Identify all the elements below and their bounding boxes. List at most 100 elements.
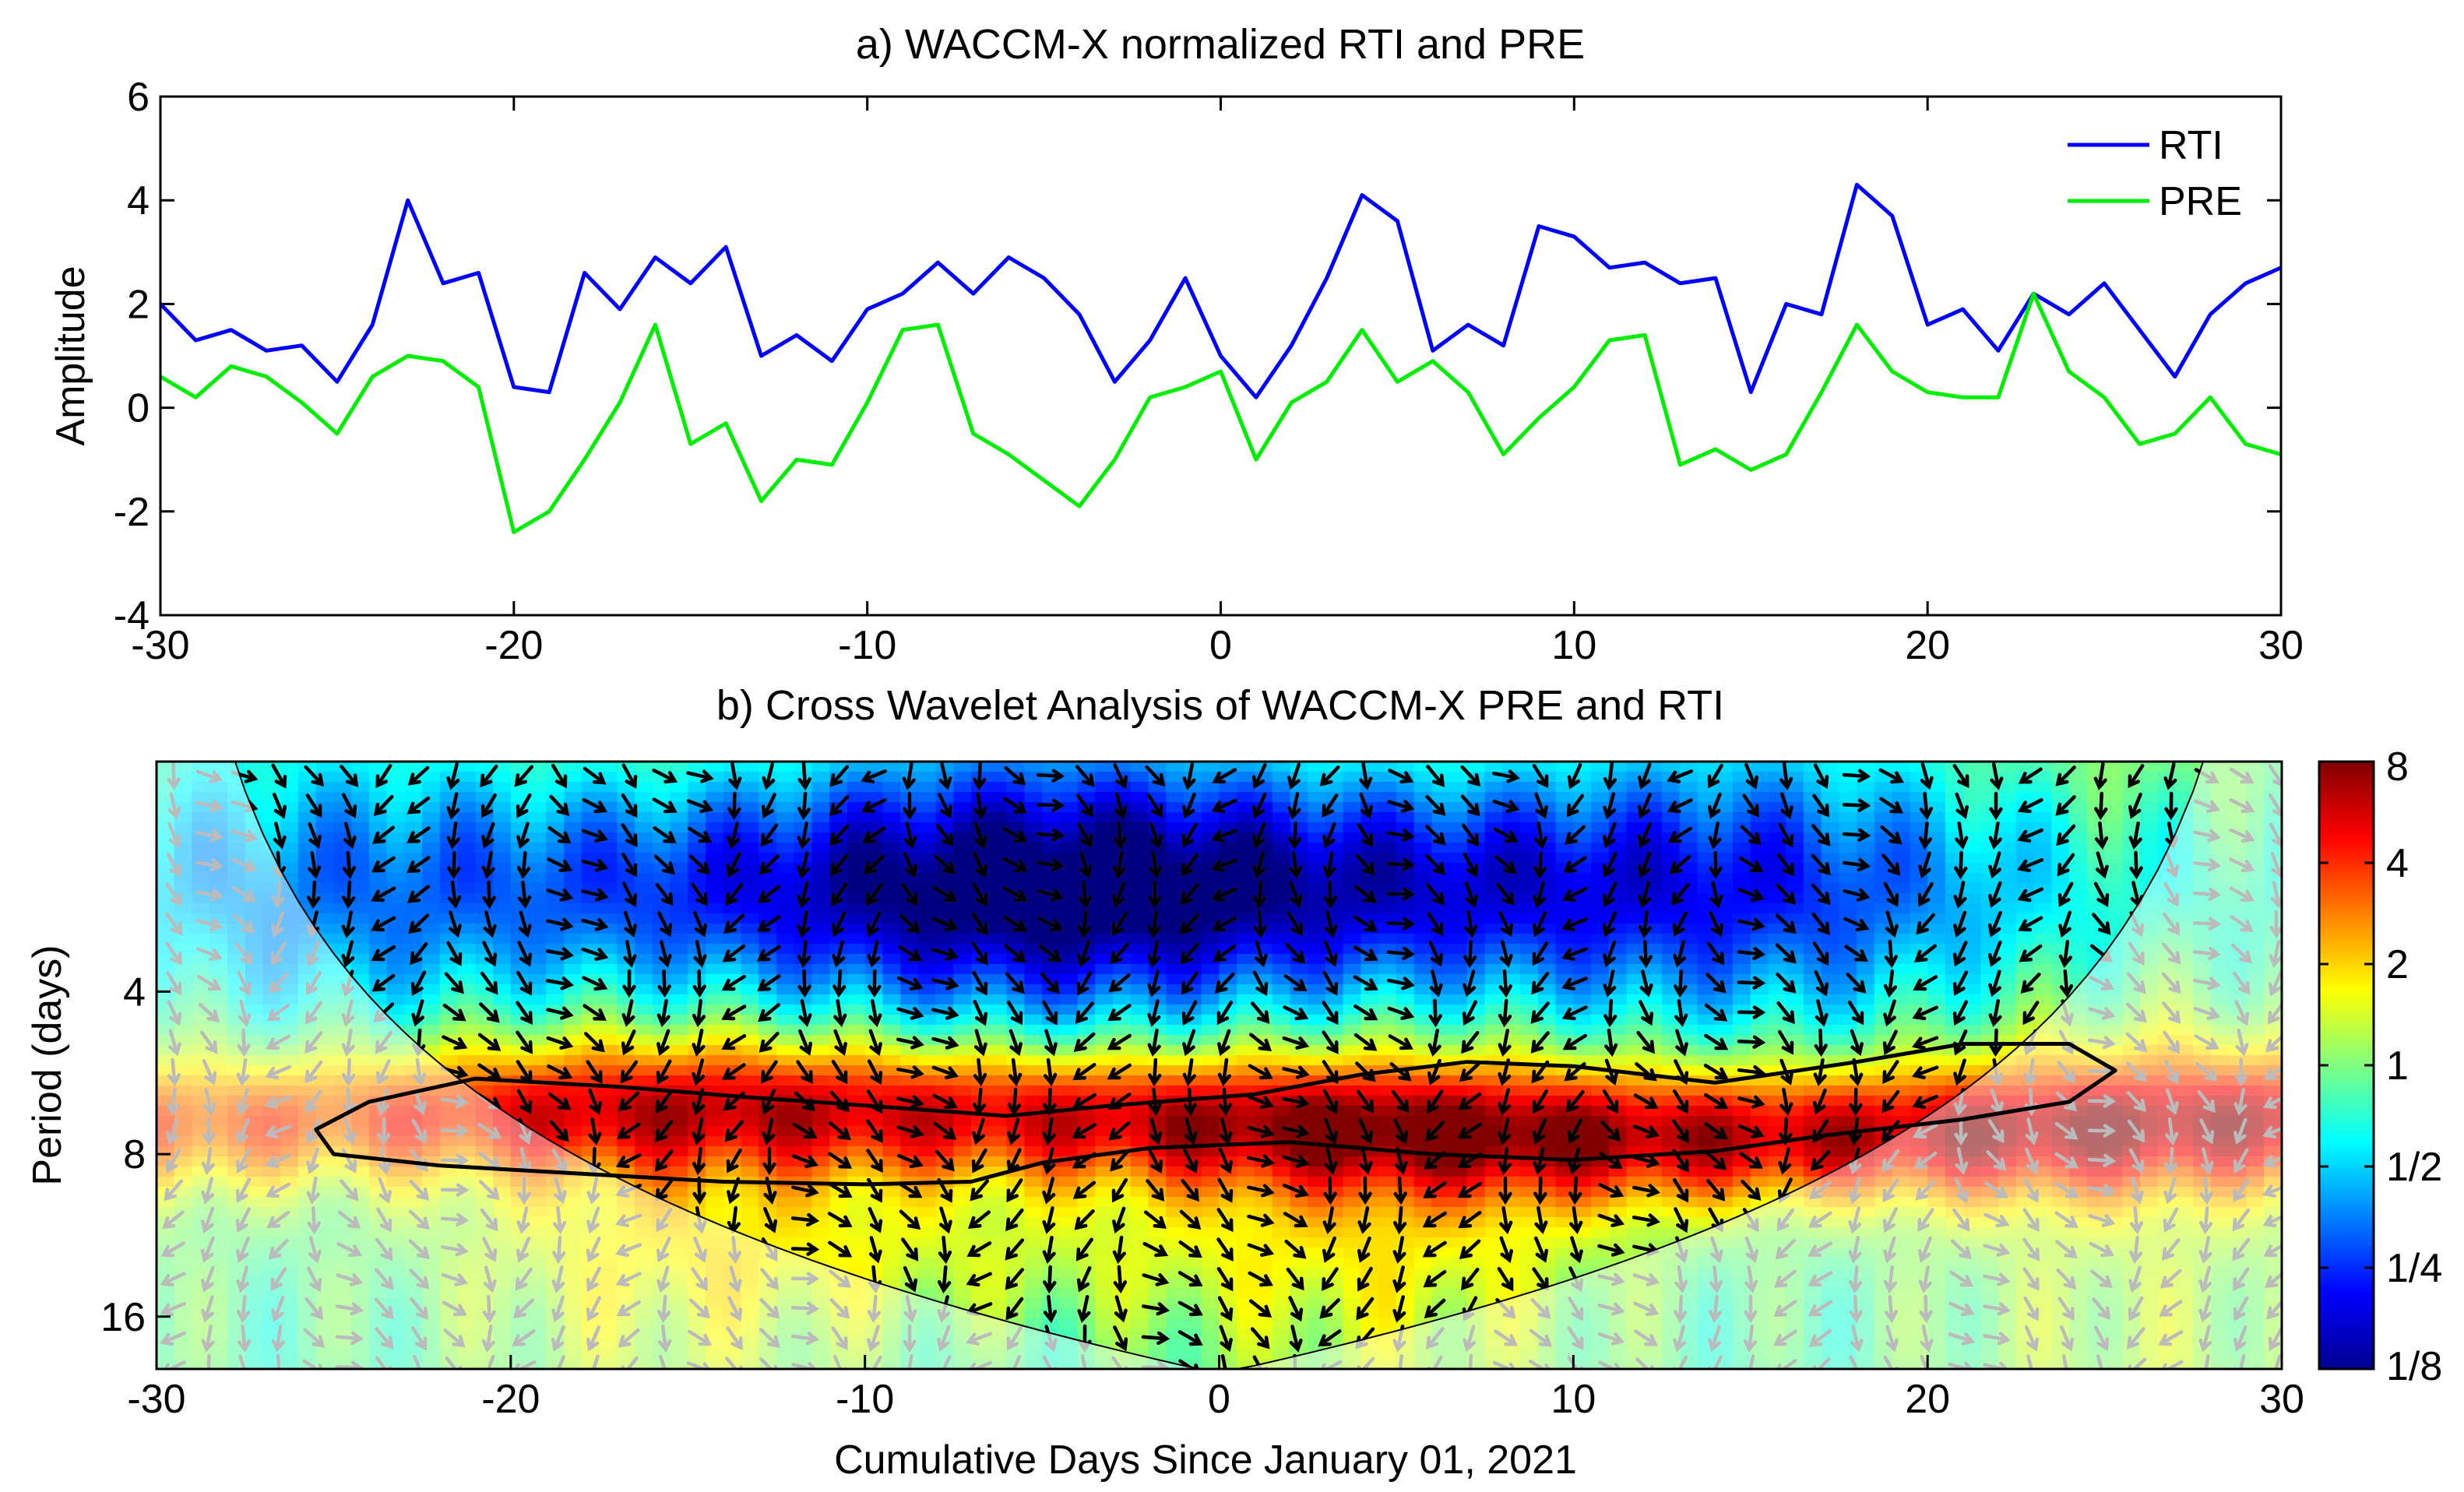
heatmap-cell — [635, 944, 653, 955]
heatmap-cell — [280, 1349, 299, 1360]
heatmap-cell — [1537, 1258, 1557, 1269]
heatmap-cell — [1166, 1247, 1184, 1258]
heatmap-cell — [776, 1227, 795, 1238]
heatmap-cell — [1130, 1217, 1149, 1228]
heatmap-cell — [245, 1156, 264, 1167]
heatmap-cell — [953, 832, 972, 843]
heatmap-cell — [953, 1136, 972, 1147]
heatmap-cell — [1396, 1025, 1415, 1036]
heatmap-cell — [670, 843, 688, 853]
heatmap-cell — [209, 812, 228, 823]
heatmap-cell — [1059, 934, 1079, 945]
heatmap-cell — [617, 1116, 635, 1127]
heatmap-cell — [227, 1086, 246, 1096]
heatmap-cell — [475, 883, 494, 894]
heatmap-cell — [811, 964, 830, 975]
heatmap-cell — [368, 762, 388, 772]
heatmap-cell — [847, 843, 866, 853]
heatmap-cell — [227, 1146, 246, 1157]
heatmap-cell — [776, 1207, 795, 1218]
heatmap-cell — [635, 883, 653, 894]
heatmap-cell — [1591, 853, 1610, 864]
heatmap-cell — [192, 812, 210, 823]
heatmap-cell — [1308, 944, 1326, 955]
heatmap-cell — [953, 1268, 972, 1279]
heatmap-cell — [315, 1207, 335, 1218]
heatmap-cell — [1059, 843, 1079, 853]
heatmap-cell — [1484, 1005, 1504, 1015]
heatmap-cell — [882, 873, 901, 884]
heatmap-cell — [1378, 964, 1397, 975]
heatmap-cell — [1166, 1045, 1184, 1056]
heatmap-cell — [776, 1197, 795, 1208]
legend: RTI PRE — [2068, 123, 2242, 224]
heatmap-cell — [1024, 1035, 1043, 1046]
heatmap-cell — [1555, 903, 1575, 914]
heatmap-cell — [528, 893, 547, 904]
heatmap-cell — [900, 1116, 919, 1127]
heatmap-cell — [386, 812, 406, 823]
heatmap-cell — [315, 984, 335, 995]
heatmap-cell — [706, 1167, 724, 1177]
heatmap-cell — [917, 812, 937, 823]
heatmap-cell — [706, 822, 724, 833]
heatmap-cell — [847, 944, 866, 955]
heatmap-cell — [1413, 944, 1433, 955]
heatmap-cell — [581, 903, 600, 914]
heatmap-cell — [1237, 832, 1255, 843]
heatmap-cell — [1502, 782, 1521, 793]
heatmap-cell — [192, 1207, 210, 1218]
heatmap-cell — [280, 1298, 299, 1309]
heatmap-cell — [1431, 1288, 1450, 1299]
heatmap-cell — [192, 873, 210, 884]
heatmap-cell — [635, 994, 653, 1005]
heatmap-cell — [847, 1237, 866, 1248]
heatmap-cell — [1413, 984, 1433, 995]
heatmap-cell — [209, 964, 228, 975]
heatmap-cell — [333, 873, 352, 884]
heatmap-cell — [741, 1116, 759, 1127]
heatmap-cell — [1484, 994, 1504, 1005]
heatmap-cell — [1431, 1227, 1450, 1238]
heatmap-cell — [1449, 1258, 1468, 1269]
heatmap-cell — [1360, 1288, 1379, 1299]
heatmap-cell — [882, 782, 901, 793]
heatmap-cell — [1484, 782, 1504, 793]
heatmap-cell — [1237, 984, 1255, 995]
heatmap-cell — [1343, 964, 1362, 975]
heatmap-cell — [652, 843, 671, 853]
heatmap-cell — [1308, 1065, 1326, 1076]
heatmap-cell — [1520, 843, 1539, 853]
heatmap-cell — [882, 832, 901, 843]
heatmap-cell — [245, 1035, 264, 1046]
heatmap-cell — [280, 1318, 299, 1329]
heatmap-cell — [900, 1167, 919, 1177]
heatmap-cell — [599, 762, 618, 772]
heatmap-cell — [706, 893, 724, 904]
heatmap-cell — [174, 1096, 193, 1107]
heatmap-cell — [1360, 934, 1379, 945]
heatmap-cell — [1484, 1025, 1504, 1036]
heatmap-cell — [1059, 802, 1079, 813]
heatmap-cell — [1201, 1217, 1220, 1228]
heatmap-cell — [1059, 903, 1079, 914]
heatmap-cell — [1484, 1247, 1504, 1258]
heatmap-cell — [262, 1359, 281, 1369]
heatmap-cell — [1059, 1318, 1079, 1329]
heatmap-cell — [935, 964, 955, 975]
heatmap-cell — [1130, 1015, 1149, 1026]
heatmap-cell — [1024, 1268, 1043, 1279]
heatmap-cell — [1024, 762, 1043, 772]
heatmap-cell — [1201, 1086, 1220, 1096]
heatmap-cell — [599, 1106, 618, 1117]
heatmap-cell — [1396, 873, 1415, 884]
heatmap-cell — [174, 934, 193, 945]
heatmap-cell — [1201, 1126, 1220, 1137]
heatmap-cell — [1520, 1177, 1539, 1188]
heatmap-cell — [917, 822, 937, 833]
panel-a-y-tick-label: -4 — [114, 593, 150, 639]
heatmap-cell — [635, 832, 653, 843]
heatmap-cell — [1042, 762, 1061, 772]
heatmap-cell — [1237, 954, 1255, 965]
heatmap-cell — [245, 1055, 264, 1066]
